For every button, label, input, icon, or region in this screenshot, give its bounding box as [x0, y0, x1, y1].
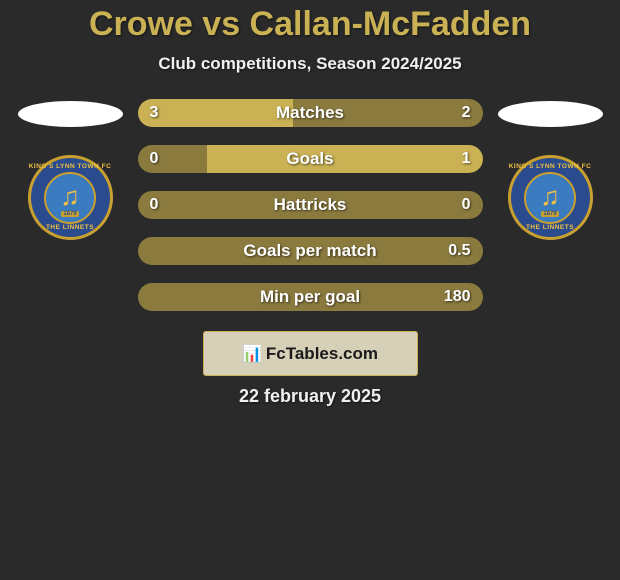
- left-club-badge: KING'S LYNN TOWN FC ♫ 1879 THE LINNETS: [28, 155, 113, 240]
- comparison-widget: Crowe vs Callan-McFadden Club competitio…: [0, 0, 620, 407]
- stat-bar: 32Matches: [138, 99, 483, 127]
- footer-attribution[interactable]: 📊 FcTables.com: [203, 331, 418, 376]
- stat-label: Goals: [138, 149, 483, 169]
- right-player-oval: [498, 101, 603, 127]
- subtitle: Club competitions, Season 2024/2025: [0, 54, 620, 74]
- date-line: 22 february 2025: [0, 386, 620, 407]
- badge-top-text: KING'S LYNN TOWN FC: [508, 163, 593, 170]
- bird-icon: ♫: [60, 183, 80, 209]
- left-player-oval: [18, 101, 123, 127]
- badge-bottom-text: THE LINNETS: [508, 224, 593, 231]
- chart-icon: 📊: [242, 344, 262, 364]
- badge-inner: ♫ 1879: [44, 172, 96, 224]
- stat-bar: 01Goals: [138, 145, 483, 173]
- stat-bar: 0.5Goals per match: [138, 237, 483, 265]
- badge-year: 1879: [61, 211, 78, 217]
- badge-top-text: KING'S LYNN TOWN FC: [28, 163, 113, 170]
- stat-label: Hattricks: [138, 195, 483, 215]
- stat-bar: 00Hattricks: [138, 191, 483, 219]
- badge-inner: ♫ 1879: [524, 172, 576, 224]
- right-player-column: KING'S LYNN TOWN FC ♫ 1879 THE LINNETS: [493, 99, 608, 240]
- stat-label: Goals per match: [138, 241, 483, 261]
- stat-label: Matches: [138, 103, 483, 123]
- page-title: Crowe vs Callan-McFadden: [0, 5, 620, 44]
- stats-bars: 32Matches 01Goals 00Hattricks 0.5Goals per …: [138, 99, 483, 311]
- right-club-badge: KING'S LYNN TOWN FC ♫ 1879 THE LINNETS: [508, 155, 593, 240]
- bird-icon: ♫: [540, 183, 560, 209]
- stat-bar: 180Min per goal: [138, 283, 483, 311]
- badge-bottom-text: THE LINNETS: [28, 224, 113, 231]
- left-player-column: KING'S LYNN TOWN FC ♫ 1879 THE LINNETS: [13, 99, 128, 240]
- footer-text: FcTables.com: [266, 344, 378, 364]
- badge-year: 1879: [541, 211, 558, 217]
- stat-label: Min per goal: [138, 287, 483, 307]
- main-row: KING'S LYNN TOWN FC ♫ 1879 THE LINNETS 3…: [0, 99, 620, 311]
